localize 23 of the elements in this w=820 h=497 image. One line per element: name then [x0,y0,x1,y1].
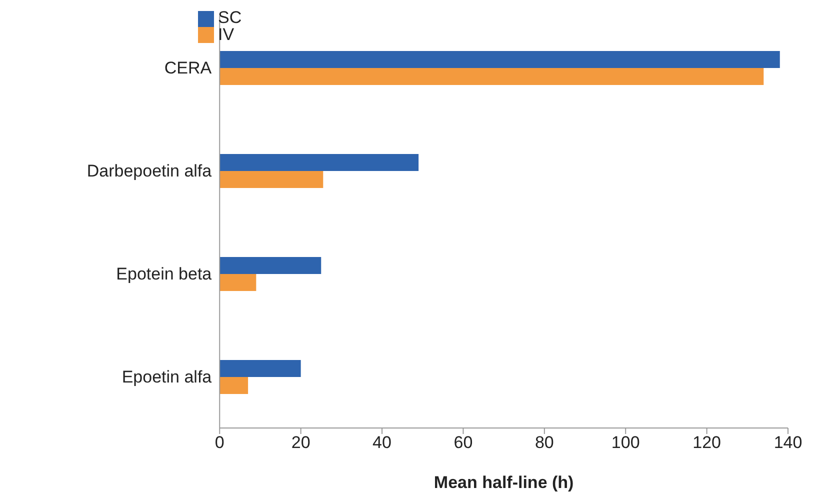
bar [220,51,780,68]
bar [220,154,419,171]
bar [220,68,764,85]
x-tick-label: 0 [214,433,224,452]
x-tick-label: 40 [372,433,392,452]
x-tick-label: 100 [611,433,640,452]
legend-label: SC [218,8,242,27]
x-tick-label: 120 [692,433,721,452]
y-tick-label: CERA [164,58,212,78]
bar [220,377,248,394]
x-tick-label: 80 [534,433,554,452]
x-axis-title: Mean half-line (h) [434,473,574,492]
bar [220,360,301,377]
bar [220,257,322,274]
y-tick-label: Epoetin alfa [122,368,212,387]
y-tick-label: Epotein beta [116,264,212,284]
x-tick-label: 140 [774,433,802,452]
bar [220,171,324,188]
bar [220,274,256,291]
x-tick-label: 60 [454,433,473,452]
y-tick-label: Darbepoetin alfa [86,162,212,181]
x-tick-label: 20 [291,433,310,452]
legend-label: IV [218,24,234,44]
